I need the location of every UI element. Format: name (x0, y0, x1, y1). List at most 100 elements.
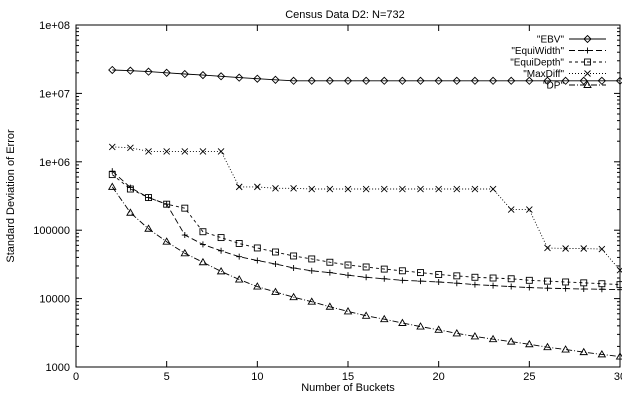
data-point (216, 72, 226, 81)
data-point (580, 286, 587, 293)
data-point (471, 273, 479, 281)
data-point (181, 148, 189, 155)
data-point (163, 200, 171, 208)
data-point (452, 328, 462, 337)
data-point (145, 148, 152, 155)
data-point (362, 185, 370, 193)
data-point (199, 148, 207, 155)
data-point (253, 282, 262, 290)
data-point (235, 240, 243, 247)
legend-swatch-marker (584, 47, 591, 54)
data-point (471, 185, 479, 193)
y-tick-label: 1000 (46, 362, 70, 374)
data-point (181, 232, 188, 239)
series-line (111, 186, 621, 358)
data-point (561, 345, 570, 353)
data-point (506, 337, 516, 345)
data-point (290, 252, 298, 260)
data-point (580, 279, 588, 287)
data-point (271, 75, 280, 84)
data-point (470, 76, 480, 85)
data-point (544, 285, 551, 292)
data-point (507, 206, 515, 213)
data-point (307, 76, 316, 85)
data-point (543, 342, 552, 351)
y-axis-label: Standard Deviation of Error (5, 129, 17, 263)
data-point (307, 297, 317, 305)
legend-label: "MaxDiff" (523, 69, 564, 80)
data-point (290, 184, 297, 192)
data-point (108, 65, 117, 75)
data-point (290, 265, 297, 272)
data-point (579, 76, 588, 85)
legend: "EBV""EquiWidth""EquiDepth""MaxDiff""DP" (510, 35, 606, 92)
data-point (308, 255, 316, 263)
data-point (198, 70, 208, 80)
data-point (453, 185, 461, 193)
data-point (526, 284, 533, 291)
data-point (452, 76, 461, 85)
data-point (199, 241, 206, 248)
data-point (127, 144, 134, 152)
data-point (126, 66, 135, 75)
data-point (145, 194, 152, 202)
data-point (562, 245, 569, 252)
data-point (453, 280, 460, 287)
x-tick-label: 5 (164, 371, 170, 383)
data-point (379, 314, 389, 323)
data-point (253, 244, 261, 252)
data-point (398, 318, 407, 326)
legend-swatch-marker (584, 70, 591, 77)
data-point (217, 234, 225, 242)
data-point (399, 185, 406, 193)
data-point (272, 261, 279, 268)
data-point (562, 285, 569, 292)
data-point (198, 257, 208, 266)
data-point (181, 204, 189, 212)
data-point (598, 286, 605, 293)
data-point (435, 185, 442, 193)
data-point (217, 148, 225, 155)
x-tick-label: 15 (342, 371, 354, 383)
data-point (507, 76, 516, 85)
data-point (254, 183, 261, 191)
data-point (126, 208, 135, 216)
data-point (525, 339, 534, 348)
y-tick-label: 1e+06 (39, 157, 70, 169)
series-0 (108, 65, 622, 85)
y-tick-label: 1e+08 (39, 20, 70, 32)
data-point (344, 261, 352, 269)
data-point (325, 76, 335, 85)
data-point (289, 76, 298, 85)
data-point (525, 76, 534, 85)
data-point (108, 143, 116, 151)
data-point (598, 245, 606, 253)
data-point (107, 182, 117, 190)
x-tick-label: 0 (73, 371, 79, 383)
data-point (236, 253, 243, 260)
data-point (453, 272, 461, 280)
data-point (579, 347, 589, 356)
series-layer (107, 65, 622, 360)
data-point (434, 76, 443, 85)
data-point (543, 76, 552, 85)
data-point (272, 184, 279, 192)
series-line (112, 69, 620, 82)
data-point (434, 325, 443, 333)
data-point (289, 292, 298, 301)
series-line (112, 174, 621, 286)
data-point (417, 185, 424, 193)
y-tick-label: 1e+07 (39, 88, 70, 100)
data-point (597, 76, 607, 85)
data-point (180, 69, 189, 79)
data-point (435, 271, 443, 278)
data-point (508, 283, 515, 290)
data-point (526, 206, 533, 213)
data-point (162, 68, 171, 77)
data-point (235, 183, 243, 191)
data-point (308, 267, 315, 274)
data-point (199, 228, 207, 236)
series-1 (109, 168, 622, 293)
data-point (471, 281, 478, 288)
legend-label: "DP" (543, 81, 564, 92)
